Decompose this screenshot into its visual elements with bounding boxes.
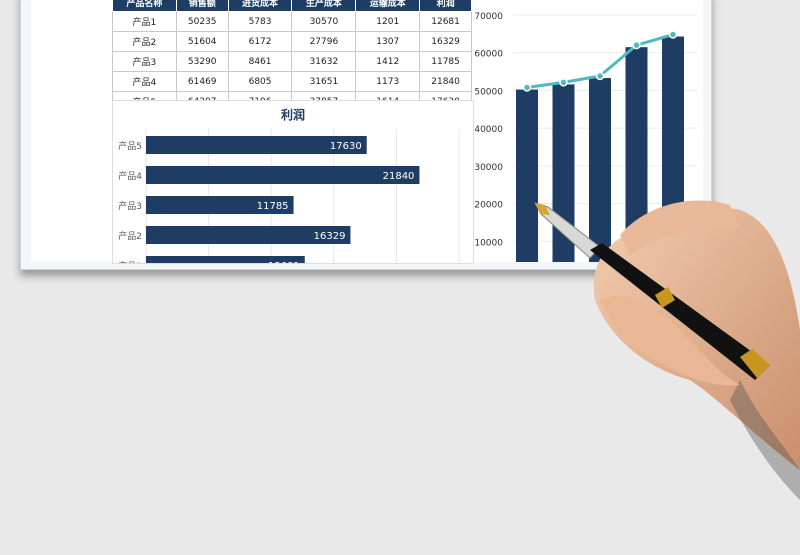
chart-title: 利润 — [281, 107, 305, 122]
bar — [146, 226, 351, 244]
data-label: 21840 — [383, 171, 415, 182]
data-label: 11785 — [257, 201, 289, 212]
data-label: 17630 — [330, 141, 362, 152]
y-tick-label: 40000 — [475, 125, 503, 135]
table-cell[interactable]: 产品2 — [112, 31, 177, 52]
table-cell[interactable]: 12681 — [419, 11, 472, 32]
table-cell[interactable]: 11785 — [419, 51, 472, 72]
category-label: 产品2 — [118, 230, 142, 242]
bar — [516, 89, 538, 279]
sales-chart-svg: 销售额10000200003000040000500006000070000 — [474, 12, 697, 280]
line-point — [595, 71, 605, 81]
table-cell[interactable]: 8461 — [227, 51, 293, 72]
table-cell[interactable]: 1307 — [355, 31, 421, 52]
table-cell[interactable]: 53290 — [175, 51, 229, 72]
line-point — [559, 78, 568, 87]
y-tick-label: 50000 — [475, 87, 503, 97]
table-cell[interactable]: 61469 — [175, 71, 229, 92]
table-cell[interactable]: 16329 — [419, 31, 472, 52]
y-tick-label: 60000 — [475, 50, 503, 60]
line-point — [668, 30, 678, 39]
table-cell[interactable]: 30570 — [291, 11, 357, 32]
table-cell[interactable]: 产品1 — [112, 11, 177, 32]
category-label: 产品3 — [118, 200, 142, 212]
table-row: 产品1 50235 5783 30570 1201 12681 — [112, 11, 472, 32]
category-label: 产品4 — [118, 170, 142, 182]
table-cell[interactable]: 21840 — [419, 71, 472, 92]
line-point — [522, 83, 532, 92]
data-label: 16329 — [314, 231, 346, 242]
category-label: 产品5 — [118, 140, 142, 152]
table-cell[interactable]: 产品3 — [112, 51, 177, 72]
table-cell[interactable]: 5783 — [227, 11, 293, 32]
y-tick-label: 70000 — [475, 12, 503, 22]
line-point — [632, 40, 641, 50]
y-tick-label: 10000 — [475, 238, 503, 248]
sales-chart: 销售额10000200003000040000500006000070000 — [474, 0, 703, 280]
table-cell[interactable]: 50235 — [175, 11, 229, 32]
table-cell[interactable]: 1173 — [355, 71, 421, 92]
bar — [146, 166, 420, 184]
table-row: 产品3 53290 8461 31632 1412 11785 — [112, 51, 472, 72]
table-cell[interactable]: 51604 — [175, 31, 229, 52]
table-cell[interactable]: 6172 — [227, 31, 293, 52]
bar — [589, 78, 611, 279]
y-tick-label: 20000 — [475, 201, 503, 211]
y-tick-label: 30000 — [475, 163, 503, 173]
bar — [146, 196, 294, 214]
bar — [146, 136, 367, 154]
